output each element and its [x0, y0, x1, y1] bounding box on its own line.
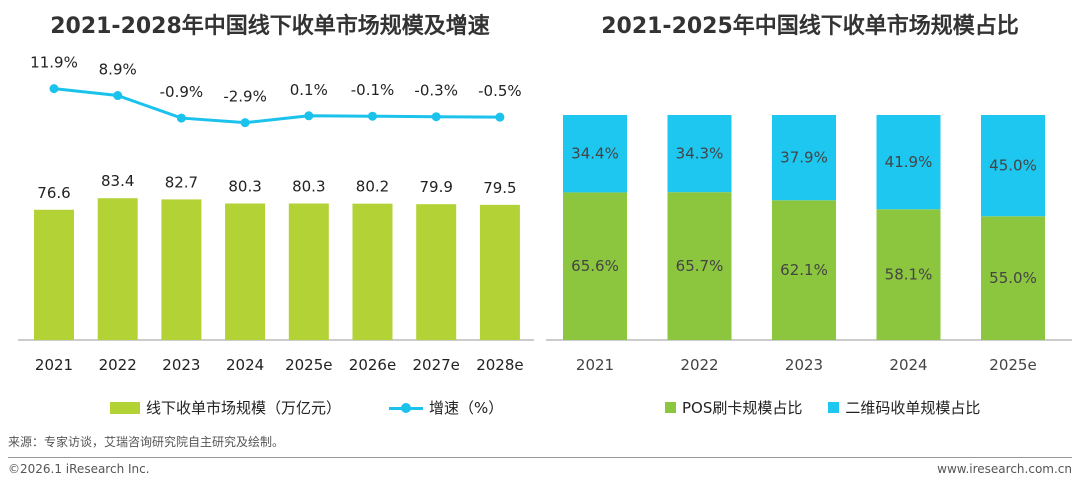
bar-qr-2025e — [981, 115, 1045, 217]
left-legend: 线下收单市场规模（万亿元） 增速（%） — [110, 397, 551, 418]
qr-value-label: 41.9% — [885, 153, 933, 171]
pos-value-label: 58.1% — [885, 266, 933, 284]
bar-qr-2022 — [667, 115, 732, 193]
legend-label-qr: 二维码收单规模占比 — [845, 399, 981, 417]
bar-2023 — [161, 199, 202, 340]
bar-value-label: 80.2 — [356, 178, 389, 196]
bar-2026e — [352, 203, 393, 340]
growth-value-label: -0.5% — [478, 82, 522, 100]
x-tick-label: 2025e — [285, 356, 332, 374]
bar-2025e — [288, 203, 329, 340]
x-tick-label: 2023 — [785, 356, 823, 374]
legend-item-qr: 二维码收单规模占比 — [828, 397, 980, 418]
bar-2022 — [97, 198, 138, 340]
growth-point — [176, 113, 186, 123]
source-note: 来源：专家访谈，艾瑞咨询研究院自主研究及绘制。 — [8, 435, 285, 449]
bar-qr-2023 — [772, 115, 836, 201]
x-tick-label: 2027e — [412, 356, 459, 374]
legend-line-swatch — [389, 402, 424, 414]
legend-item-growth: 增速（%） — [389, 397, 503, 418]
footer-divider — [8, 457, 1072, 458]
growth-point — [304, 111, 314, 121]
x-tick-label: 2022 — [680, 356, 718, 374]
qr-value-label: 34.4% — [571, 145, 619, 163]
legend-label-growth: 增速（%） — [429, 399, 504, 417]
bar-2028e — [479, 204, 520, 340]
right-chart: 65.6% 34.4% 2021 65.7% 34.3% 2022 62.1% 37.9% 20… — [546, 115, 1072, 374]
growth-point — [240, 118, 250, 128]
legend-label-market-size: 线下收单市场规模（万亿元） — [146, 399, 342, 417]
pos-value-label: 65.6% — [571, 257, 619, 275]
growth-value-label: -0.9% — [160, 83, 204, 101]
left-chart-title: 2021-2028年中国线下收单市场规模及增速 — [50, 14, 490, 39]
bar-2024 — [225, 203, 266, 340]
bar-pos-2024 — [876, 209, 941, 340]
bar-value-label: 83.4 — [101, 172, 134, 190]
qr-value-label: 34.3% — [676, 145, 724, 163]
bar-value-label: 82.7 — [165, 173, 198, 191]
bar-pos-2025e — [981, 216, 1045, 340]
right-chart-title: 2021-2025年中国线下收单市场规模占比 — [601, 14, 1019, 39]
bar-value-label: 79.5 — [483, 179, 516, 197]
growth-point — [49, 84, 59, 94]
x-tick-label: 2025e — [989, 356, 1036, 374]
bar-value-label: 79.9 — [419, 178, 452, 196]
x-tick-label: 2022 — [99, 356, 137, 374]
growth-value-label: -2.9% — [223, 88, 267, 106]
growth-line — [53, 87, 500, 125]
x-tick-label: 2026e — [349, 356, 396, 374]
bar-value-label: 76.6 — [37, 184, 70, 202]
pos-value-label: 55.0% — [989, 269, 1037, 287]
bar-2027e — [416, 204, 457, 340]
growth-value-label: 0.1% — [290, 81, 328, 99]
bar-qr-2024 — [876, 115, 941, 210]
legend-qr-swatch — [828, 402, 840, 413]
pos-value-label: 65.7% — [676, 257, 724, 275]
legend-pos-swatch — [665, 402, 676, 413]
legend-bar-swatch — [110, 401, 140, 414]
pos-value-label: 62.1% — [780, 261, 828, 279]
copyright-text: ©2026.1 iResearch Inc. — [8, 462, 150, 476]
bar-value-label: 80.3 — [292, 177, 325, 195]
growth-point — [368, 111, 377, 121]
website-text: www.iresearch.com.cn — [937, 462, 1072, 476]
qr-value-label: 45.0% — [989, 157, 1037, 175]
bar-qr-2021 — [563, 115, 627, 193]
bar-2021 — [34, 209, 74, 340]
x-tick-label: 2021 — [35, 356, 73, 374]
legend-item-market-size: 线下收单市场规模（万亿元） — [110, 397, 341, 418]
x-tick-label: 2028e — [476, 356, 523, 374]
left-chart: 76.6 2021 83.4 2022 82.7 2023 80.3 2024 80.3 2025… — [18, 54, 534, 374]
x-tick-label: 2024 — [889, 356, 927, 374]
growth-value-label: -0.3% — [414, 82, 458, 100]
growth-point — [431, 112, 441, 122]
bar-pos-2023 — [772, 200, 836, 340]
bar-value-label: 80.3 — [228, 177, 261, 195]
right-legend: POS刷卡规模占比 二维码收单规模占比 — [665, 397, 980, 418]
x-tick-label: 2023 — [162, 356, 200, 374]
growth-value-label: 8.9% — [99, 61, 137, 79]
qr-value-label: 37.9% — [780, 149, 828, 167]
bar-pos-2021 — [563, 192, 627, 340]
legend-label-pos: POS刷卡规模占比 — [682, 399, 803, 417]
growth-value-label: 11.9% — [30, 54, 78, 72]
growth-point — [495, 112, 505, 122]
x-tick-label: 2024 — [226, 356, 264, 374]
legend-item-pos: POS刷卡规模占比 — [665, 397, 802, 418]
growth-value-label: -0.1% — [351, 81, 395, 99]
bar-pos-2022 — [667, 192, 732, 340]
x-tick-label: 2021 — [576, 356, 614, 374]
growth-point — [113, 91, 123, 101]
